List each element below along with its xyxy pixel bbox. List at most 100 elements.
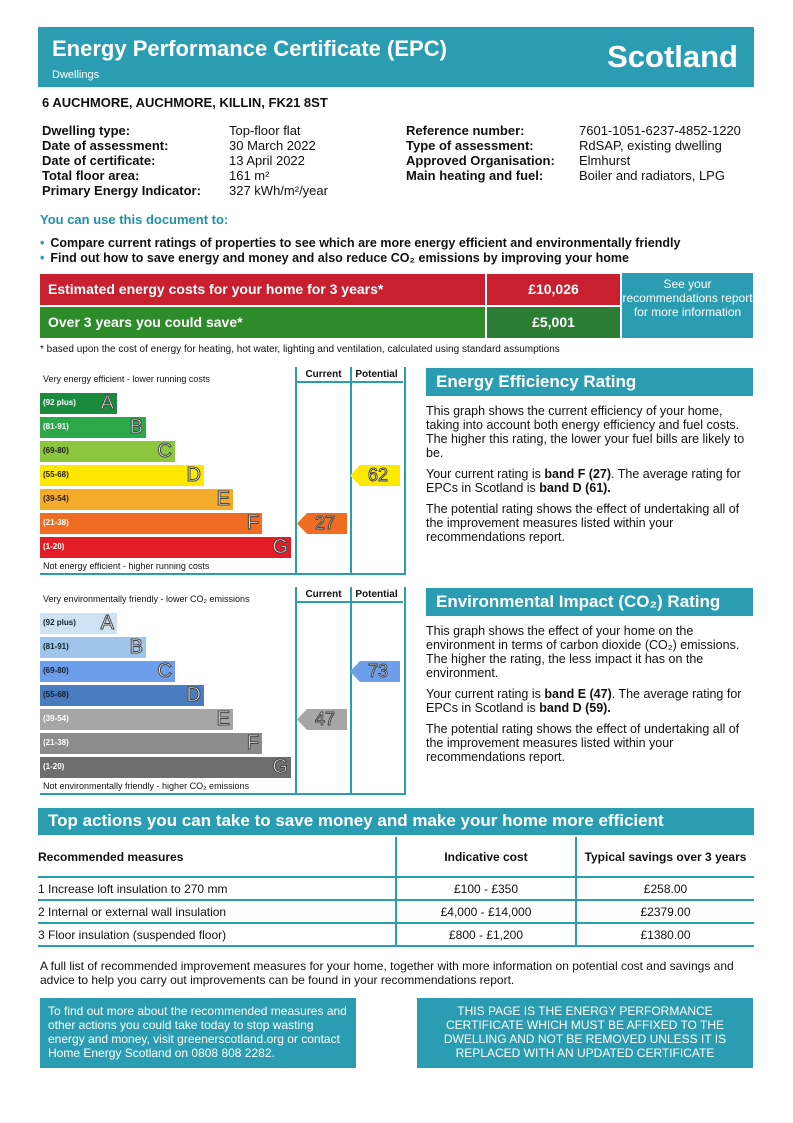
band-range: (1-20) (43, 762, 65, 771)
rating-band-g: (1-20) G (40, 536, 291, 558)
energy-efficiency-chart: Very energy efficient - lower running co… (40, 367, 406, 575)
eer-text: This graph shows the current efficiency … (426, 404, 756, 551)
more-info-box: To find out more about the recommended m… (40, 998, 356, 1068)
table-row: 1 Increase loft insulation to 270 mm £100… (38, 876, 754, 900)
table-cell: £800 - £1,200 (395, 922, 576, 947)
cost-footnote: * based upon the cost of energy for heat… (40, 344, 560, 355)
header-banner: Energy Performance Certificate (EPC) Dwe… (38, 27, 754, 87)
band-letter: C (157, 660, 172, 682)
top-actions-title: Top actions you can take to save money a… (38, 808, 754, 835)
detail-value: 30 March 2022 (229, 138, 316, 153)
band-letter: F (246, 732, 259, 754)
detail-row: Approved Organisation: Elmhurst (406, 153, 741, 168)
current-rating-arrow: 47 (297, 709, 347, 730)
full-list-note: A full list of recommended improvement m… (40, 959, 734, 987)
see-recommendations-note: See your recommendations report for more… (622, 273, 753, 338)
detail-row: Reference number: 7601-1051-6237-4852-122… (406, 123, 741, 138)
rating-band-b: (81-91) B (40, 636, 146, 658)
band-letter: E (216, 488, 230, 510)
detail-value: Top-floor flat (229, 123, 301, 138)
table-cell: £2379.00 (575, 899, 754, 923)
detail-label: Reference number: (406, 123, 525, 138)
bullet-item: • Compare current ratings of properties t… (40, 236, 681, 250)
detail-row: Date of certificate: 13 April 2022 (42, 153, 328, 168)
eir-current-paragraph: Your current rating is band E (47). The … (426, 687, 742, 715)
chart-top-label: Very energy efficient - lower running co… (43, 374, 210, 384)
rating-band-c: (69-80) C (40, 660, 175, 682)
detail-row: Primary Energy Indicator: 327 kWh/m²/year (42, 183, 328, 198)
detail-label: Type of assessment: (406, 138, 534, 153)
chart-bottom-label: Not environmentally friendly - higher CO… (43, 781, 250, 791)
rating-band-e: (39-54) E (40, 708, 233, 730)
detail-row: Type of assessment: RdSAP, existing dwell… (406, 138, 741, 153)
detail-value: 161 m² (229, 168, 270, 183)
eir-title: Environmental Impact (CO₂) Rating (426, 588, 753, 616)
detail-value: 13 April 2022 (229, 153, 305, 168)
band-range: (39-54) (43, 494, 69, 503)
rating-band-b: (81-91) B (40, 416, 146, 438)
rating-band-a: (92 plus) A (40, 392, 117, 414)
eer-paragraph: This graph shows the current efficiency … (426, 404, 745, 460)
page-title: Energy Performance Certificate (EPC) (52, 36, 447, 61)
eer-current-paragraph: Your current rating is band F (27). The … (426, 467, 741, 495)
band-letter: F (246, 512, 259, 534)
col-potential-header: Potential (350, 367, 403, 383)
rating-band-d: (55-68) D (40, 684, 204, 706)
use-heading: You can use this document to: (40, 212, 229, 227)
col-current-header: Current (297, 587, 350, 603)
band-range: (55-68) (43, 690, 69, 699)
page-subtitle: Dwellings (52, 69, 100, 81)
col-header-cost: Indicative cost (395, 837, 576, 877)
band-range: (39-54) (43, 714, 69, 723)
table-cell: £100 - £350 (395, 876, 576, 900)
rating-band-a: (92 plus) A (40, 612, 117, 634)
band-letter: B (129, 416, 143, 438)
table-cell: £1380.00 (575, 922, 754, 947)
band-range: (92 plus) (43, 618, 76, 627)
eir-text: This graph shows the effect of your home… (426, 624, 756, 771)
band-letter: E (216, 708, 230, 730)
rating-band-d: (55-68) D (40, 464, 204, 486)
detail-label: Date of certificate: (42, 153, 156, 168)
savings-row: Over 3 years you could save* £5,001 (40, 307, 620, 338)
rating-columns: Current Potential (295, 367, 406, 573)
table-cell: £4,000 - £14,000 (395, 899, 576, 923)
rating-band-e: (39-54) E (40, 488, 233, 510)
eir-potential-paragraph: The potential rating shows the effect of… (426, 722, 740, 764)
detail-label: Primary Energy Indicator: (42, 183, 201, 198)
eer-potential-paragraph: The potential rating shows the effect of… (426, 502, 740, 544)
band-range: (81-91) (43, 642, 69, 651)
table-cell: £258.00 (575, 876, 754, 900)
band-range: (1-20) (43, 542, 65, 551)
detail-row: Date of assessment: 30 March 2022 (42, 138, 328, 153)
current-rating-arrow: 27 (297, 513, 347, 534)
affix-notice-box: THIS PAGE IS THE ENERGY PERFORMANCE CERT… (417, 998, 753, 1068)
detail-value: Boiler and radiators, LPG (579, 168, 725, 183)
band-letter: A (100, 392, 114, 414)
recommended-measures-table: Recommended measures Indicative cost Typ… (38, 837, 754, 947)
bullet-list: • Compare current ratings of properties t… (40, 236, 680, 266)
band-range: (69-80) (43, 446, 69, 455)
rating-band-f: (21-38) F (40, 512, 262, 534)
detail-value: 7601-1051-6237-4852-1220 (579, 123, 741, 138)
band-range: (92 plus) (43, 398, 76, 407)
band-letter: G (272, 536, 289, 558)
col-header-savings: Typical savings over 3 years (575, 837, 754, 877)
savings-label: Over 3 years you could save* (40, 307, 485, 338)
band-letter: D (186, 684, 201, 706)
detail-row: Main heating and fuel: Boiler and radiato… (406, 168, 741, 183)
table-cell: 1 Increase loft insulation to 270 mm (38, 876, 396, 900)
detail-label: Date of assessment: (42, 138, 169, 153)
table-row: 2 Internal or external wall insulation £4… (38, 899, 754, 923)
estimated-cost-value: £10,026 (487, 274, 620, 305)
details-right: Reference number: 7601-1051-6237-4852-122… (406, 123, 741, 183)
estimated-cost-label: Estimated energy costs for your home for… (40, 274, 485, 305)
potential-rating-arrow: 62 (350, 465, 400, 486)
rating-band-c: (69-80) C (40, 440, 175, 462)
band-range: (69-80) (43, 666, 69, 675)
potential-rating-arrow: 73 (350, 661, 400, 682)
detail-label: Approved Organisation: (406, 153, 555, 168)
table-cell: 3 Floor insulation (suspended floor) (38, 922, 396, 947)
rating-columns: Current Potential (295, 587, 406, 793)
col-header-measures: Recommended measures (38, 849, 184, 864)
